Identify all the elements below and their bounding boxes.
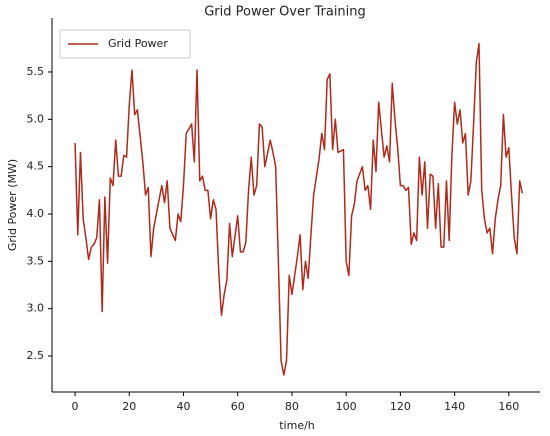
x-tick-label: 140 bbox=[444, 400, 465, 413]
x-axis-label: time/h bbox=[279, 419, 315, 432]
y-tick-label: 3.5 bbox=[27, 254, 45, 267]
x-tick-label: 80 bbox=[285, 400, 299, 413]
x-tick-label: 100 bbox=[336, 400, 357, 413]
y-tick-label: 5.0 bbox=[27, 112, 45, 125]
x-tick-label: 20 bbox=[122, 400, 136, 413]
x-tick-label: 0 bbox=[72, 400, 79, 413]
y-tick-label: 4.5 bbox=[27, 160, 45, 173]
y-tick-label: 4.0 bbox=[27, 207, 45, 220]
y-axis-label: Grid Power (MW) bbox=[6, 159, 19, 251]
x-tick-label: 160 bbox=[498, 400, 519, 413]
legend-label: Grid Power bbox=[108, 37, 168, 50]
x-tick-label: 60 bbox=[231, 400, 245, 413]
legend-box bbox=[59, 29, 191, 59]
y-tick-label: 5.5 bbox=[27, 65, 45, 78]
x-tick-label: 120 bbox=[390, 400, 411, 413]
line bbox=[74, 42, 524, 376]
x-tick-label: 40 bbox=[176, 400, 190, 413]
chart-title: Grid Power Over Training bbox=[204, 5, 366, 20]
y-tick-label: 3.0 bbox=[27, 302, 45, 315]
y-tick-label: 2.5 bbox=[27, 349, 45, 362]
